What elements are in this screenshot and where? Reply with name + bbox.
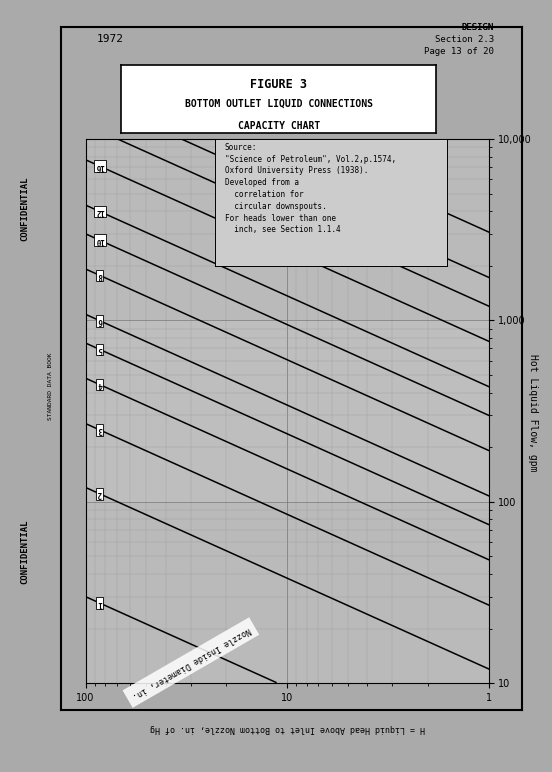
Bar bbox=[86, 320, 489, 502]
Text: 2: 2 bbox=[98, 489, 102, 499]
Text: 1972: 1972 bbox=[97, 34, 124, 44]
Text: 10: 10 bbox=[95, 235, 104, 245]
Text: STANDARD DATA BOOK: STANDARD DATA BOOK bbox=[48, 352, 54, 420]
Text: DESIGN: DESIGN bbox=[462, 23, 494, 32]
Text: CAPACITY CHART: CAPACITY CHART bbox=[237, 120, 320, 130]
Text: DESIGN
Section 2.3
Page 13 of 20: DESIGN Section 2.3 Page 13 of 20 bbox=[424, 23, 494, 56]
Text: Source:
"Science of Petroleum", Vol.2,p.1574,
Oxford University Press (1938).
De: Source: "Science of Petroleum", Vol.2,p.… bbox=[225, 143, 396, 235]
Text: BOTTOM OUTLET LIQUID CONNECTIONS: BOTTOM OUTLET LIQUID CONNECTIONS bbox=[185, 99, 373, 109]
Text: H = Liquid Head Above Inlet to Bottom Nozzle, in. of Hg: H = Liquid Head Above Inlet to Bottom No… bbox=[150, 724, 424, 733]
Text: 12: 12 bbox=[95, 207, 104, 216]
Text: 6: 6 bbox=[98, 317, 102, 325]
Text: CONFIDENTIAL: CONFIDENTIAL bbox=[20, 176, 29, 241]
Text: 5: 5 bbox=[98, 345, 102, 354]
Text: 1: 1 bbox=[98, 598, 102, 608]
Text: CONFIDENTIAL: CONFIDENTIAL bbox=[20, 520, 29, 584]
Bar bbox=[86, 502, 489, 683]
Text: 8: 8 bbox=[98, 271, 102, 280]
Text: Hot Liquid Flow, gpm: Hot Liquid Flow, gpm bbox=[528, 354, 538, 472]
Text: 16: 16 bbox=[95, 161, 104, 171]
Text: 4: 4 bbox=[98, 380, 102, 389]
Text: Nozzle Inside Diameter, in.: Nozzle Inside Diameter, in. bbox=[130, 625, 252, 700]
Text: FIGURE 3: FIGURE 3 bbox=[250, 79, 307, 91]
Text: 3: 3 bbox=[98, 425, 102, 435]
Bar bbox=[86, 139, 489, 320]
